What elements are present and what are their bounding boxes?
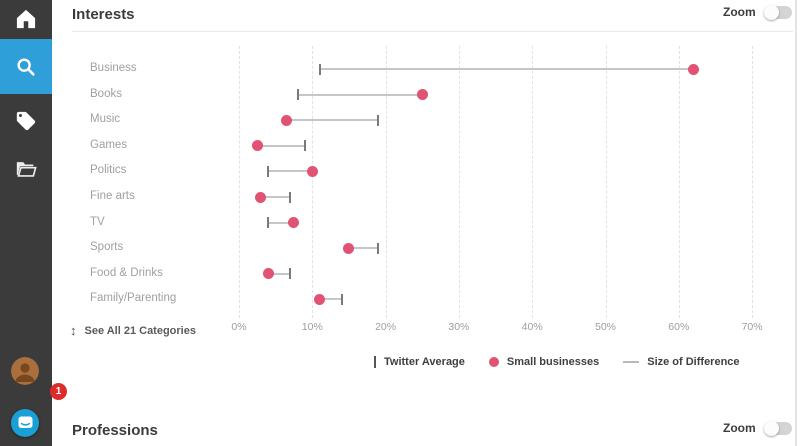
expand-updown-icon: ↕ <box>70 323 77 338</box>
small-businesses-dot <box>343 242 355 254</box>
size-of-difference-line <box>260 196 291 198</box>
chat-icon <box>18 416 32 428</box>
twitter-average-marker <box>289 191 292 203</box>
category-label: Music <box>90 113 121 126</box>
interests-zoom-control: Zoom <box>723 4 792 20</box>
interests-zoom-toggle[interactable] <box>763 4 792 20</box>
search-icon <box>17 57 35 76</box>
small-businesses-legend-marker <box>488 357 499 367</box>
x-axis-tick-label: 0% <box>231 321 247 333</box>
toggle-knob <box>763 420 779 436</box>
avatar-image <box>11 357 39 385</box>
x-axis-tick-label: 40% <box>521 321 543 333</box>
size-of-difference-line <box>257 144 305 147</box>
legend-label: Twitter Average <box>384 356 465 368</box>
x-gridline <box>752 46 754 318</box>
twitter-average-marker <box>377 114 380 126</box>
legend-label: Size of Difference <box>647 356 740 368</box>
small-businesses-dot <box>251 140 263 152</box>
category-label: Politics <box>90 164 127 177</box>
notification-badge: 1 <box>50 383 67 400</box>
professions-zoom-control: Zoom <box>723 420 792 436</box>
size-of-difference-line <box>319 68 694 70</box>
category-label: TV <box>90 215 105 228</box>
category-label: Family/Parenting <box>90 292 177 305</box>
twitter-average-marker <box>303 140 306 152</box>
home-icon <box>16 9 36 29</box>
small-businesses-dot <box>314 293 326 305</box>
see-all-categories-link[interactable]: ↕ See All 21 Categories <box>70 324 196 337</box>
scrollbar-track[interactable] <box>795 0 797 446</box>
sidebar-item-home[interactable] <box>0 0 52 38</box>
x-gridline <box>605 46 607 318</box>
size-of-difference-line <box>286 119 379 122</box>
x-gridline <box>458 46 460 318</box>
x-gridline <box>678 46 680 318</box>
small-businesses-dot <box>288 217 300 229</box>
size-of-difference-line <box>268 221 294 224</box>
legend-item: Twitter Average <box>374 356 465 368</box>
chat-launcher-button[interactable] <box>11 409 39 437</box>
x-axis-tick-label: 70% <box>741 321 763 333</box>
size-of-difference-line <box>297 93 423 96</box>
twitter-average-marker <box>267 217 270 229</box>
sidebar-item-tags[interactable] <box>0 103 52 139</box>
category-label: Food & Drinks <box>90 266 163 279</box>
interests-section-title: Interests <box>72 6 135 23</box>
x-gridline <box>239 46 240 318</box>
legend-label: Small businesses <box>506 356 600 368</box>
x-gridline <box>312 46 314 318</box>
x-axis-tick-label: 30% <box>448 321 470 333</box>
size-of-difference-line <box>348 247 379 250</box>
professions-zoom-label: Zoom <box>723 421 756 435</box>
sidebar <box>0 0 52 446</box>
x-gridline <box>385 46 387 318</box>
header-divider <box>72 31 793 32</box>
twitter-average-legend-marker <box>374 356 376 368</box>
category-label: Books <box>90 87 122 100</box>
size-of-difference-line <box>268 272 291 275</box>
sidebar-item-search[interactable] <box>0 39 52 94</box>
category-label: Sports <box>90 241 124 254</box>
size-of-difference-legend-marker <box>623 361 640 363</box>
small-businesses-dot <box>255 191 267 203</box>
small-businesses-dot <box>416 89 428 101</box>
legend-item: Small businesses <box>488 356 600 368</box>
x-axis-tick-label: 20% <box>375 321 397 333</box>
size-of-difference-line <box>268 170 313 173</box>
twitter-average-marker <box>267 165 270 177</box>
twitter-average-marker <box>340 293 343 305</box>
x-axis-tick-label: 50% <box>594 321 616 333</box>
size-of-difference-line <box>319 298 342 301</box>
legend-item: Size of Difference <box>623 356 740 368</box>
small-businesses-dot <box>306 165 318 177</box>
twitter-average-marker <box>318 63 321 75</box>
chart-legend: Twitter Average Small businesses Size of D… <box>374 356 740 368</box>
small-businesses-dot <box>281 114 293 126</box>
category-label: Business <box>90 62 137 74</box>
folder-icon <box>16 161 37 177</box>
x-gridline <box>532 46 534 318</box>
category-label: Games <box>90 138 128 151</box>
professions-zoom-toggle[interactable] <box>763 420 792 436</box>
small-businesses-dot <box>262 268 274 280</box>
category-label: Fine arts <box>90 190 135 202</box>
see-all-label: See All 21 Categories <box>84 324 196 337</box>
x-axis-tick-label: 10% <box>301 321 323 333</box>
user-avatar[interactable] <box>11 357 39 385</box>
small-businesses-dot <box>687 63 699 75</box>
twitter-average-marker <box>296 89 299 101</box>
toggle-knob <box>763 4 779 20</box>
x-axis-tick-label: 60% <box>668 321 690 333</box>
sidebar-item-folders[interactable] <box>0 151 52 187</box>
twitter-average-marker <box>377 242 380 254</box>
interests-zoom-label: Zoom <box>723 5 756 19</box>
tag-icon <box>16 111 36 131</box>
twitter-average-marker <box>289 268 292 280</box>
professions-section-title: Professions <box>72 422 158 439</box>
